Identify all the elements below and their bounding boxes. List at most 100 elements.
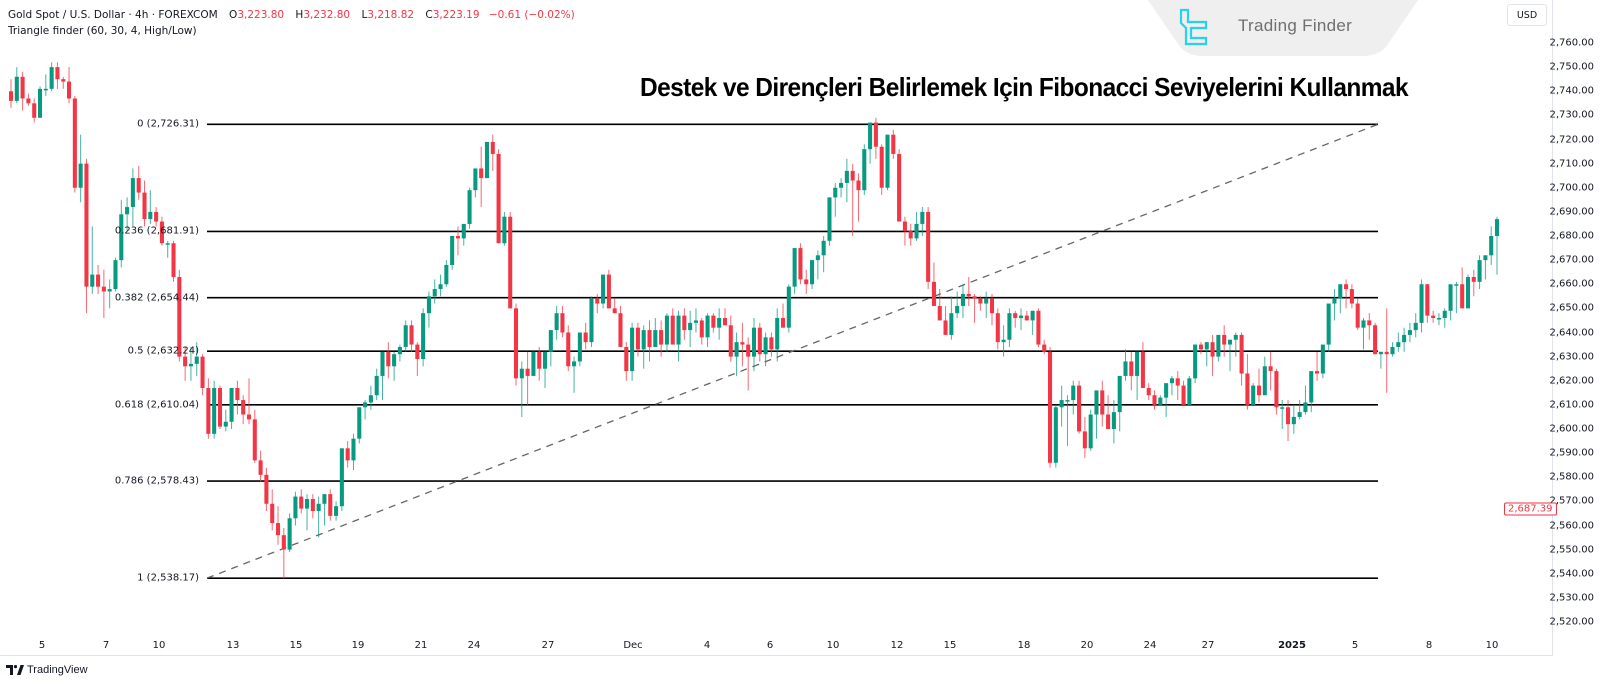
candle <box>1361 320 1366 328</box>
candle <box>1390 346 1395 355</box>
low-label: L <box>361 9 368 21</box>
candle <box>1100 390 1105 415</box>
candle <box>380 351 385 376</box>
candle <box>914 223 919 239</box>
candles <box>8 62 1500 579</box>
high-label: H <box>295 9 304 21</box>
candle <box>1268 366 1273 372</box>
candle <box>484 141 490 179</box>
candle <box>815 255 820 261</box>
candle <box>670 315 675 345</box>
candle <box>525 368 530 376</box>
candlestick-plot[interactable] <box>0 0 1553 656</box>
symbol-title[interactable]: Gold Spot / U.S. Dollar · 4h · FOREXCOM <box>8 9 218 21</box>
candle <box>792 248 797 287</box>
candle <box>612 308 617 314</box>
candle <box>589 298 594 343</box>
candle <box>688 322 693 331</box>
candle <box>183 356 188 367</box>
candle <box>1198 344 1203 350</box>
close-label: C <box>425 9 433 21</box>
currency-button[interactable]: USD <box>1507 4 1547 26</box>
tradingview-brand: TradingView <box>27 664 88 676</box>
candle <box>258 460 263 475</box>
time-tick: 21 <box>414 640 428 651</box>
candle <box>839 182 844 188</box>
time-tick: 2025 <box>1278 640 1306 651</box>
candle <box>1442 310 1447 319</box>
candle <box>1326 303 1331 345</box>
candle <box>229 387 234 422</box>
candle <box>1489 236 1494 256</box>
candle <box>293 496 298 519</box>
candle <box>345 448 350 461</box>
candle <box>1460 284 1465 309</box>
candle <box>43 88 48 91</box>
price-axis[interactable]: 2,760.00 2,750.00 2,740.00 2,730.00 2,720.00… <box>1549 0 1600 656</box>
candle <box>989 298 995 314</box>
candle <box>931 281 936 306</box>
candle <box>850 170 855 181</box>
candle <box>275 523 281 536</box>
candle <box>873 122 878 147</box>
time-tick: 27 <box>541 640 555 651</box>
candle <box>926 211 931 282</box>
candle <box>583 332 588 343</box>
candle <box>1367 320 1372 326</box>
candle <box>734 342 739 357</box>
fibonacci-trendline[interactable] <box>206 123 1379 579</box>
candle <box>542 351 548 369</box>
candle <box>554 313 559 331</box>
candle <box>955 305 960 314</box>
candle <box>763 337 768 355</box>
candle <box>1448 284 1453 311</box>
candle <box>113 260 118 290</box>
time-tick: 6 <box>766 640 774 651</box>
time-tick: 4 <box>703 640 711 651</box>
candle <box>519 368 524 379</box>
candle <box>368 395 373 403</box>
candle <box>960 293 966 306</box>
time-tick: 24 <box>1143 640 1157 651</box>
candle <box>473 168 478 191</box>
candle <box>1454 284 1459 286</box>
candle <box>351 438 356 461</box>
fib-level-label: 1 (2,538.17) <box>137 572 199 584</box>
candle <box>479 168 484 179</box>
candle <box>1425 284 1430 316</box>
candle <box>438 284 443 290</box>
candle <box>1315 371 1320 374</box>
candle <box>188 363 193 367</box>
candle <box>1355 303 1360 328</box>
indicator-label[interactable]: Triangle finder (60, 30, 4, High/Low) <box>8 25 197 37</box>
candle <box>1256 385 1262 396</box>
candle <box>757 327 762 355</box>
price-tick: 2,590.00 <box>1549 447 1594 459</box>
candle <box>78 163 83 188</box>
candle <box>595 298 600 304</box>
symbol-legend[interactable]: Gold Spot / U.S. Dollar · 4h · FOREXCOM … <box>8 7 575 39</box>
candle <box>885 134 890 188</box>
last-price-label: 2,687.39 <box>1504 502 1557 516</box>
candle <box>1164 383 1169 398</box>
candle <box>868 122 873 150</box>
candle <box>786 286 791 328</box>
candle <box>577 332 582 362</box>
chart-pane[interactable] <box>0 0 1553 656</box>
tradingview-logo[interactable]: TradingView <box>6 664 88 676</box>
candle <box>316 503 321 512</box>
candle <box>1146 387 1151 396</box>
candle <box>653 330 658 347</box>
candle <box>775 318 780 350</box>
price-tick: 2,650.00 <box>1549 302 1594 314</box>
open-value: 3,223.80 <box>237 9 285 21</box>
candle <box>711 315 716 328</box>
candle <box>856 180 861 191</box>
price-tick: 2,560.00 <box>1549 520 1594 531</box>
time-tick: Dec <box>623 640 643 651</box>
candle <box>1291 416 1296 425</box>
candle <box>693 320 698 323</box>
candle <box>566 332 571 367</box>
candle <box>862 149 867 191</box>
candle <box>1077 385 1082 432</box>
